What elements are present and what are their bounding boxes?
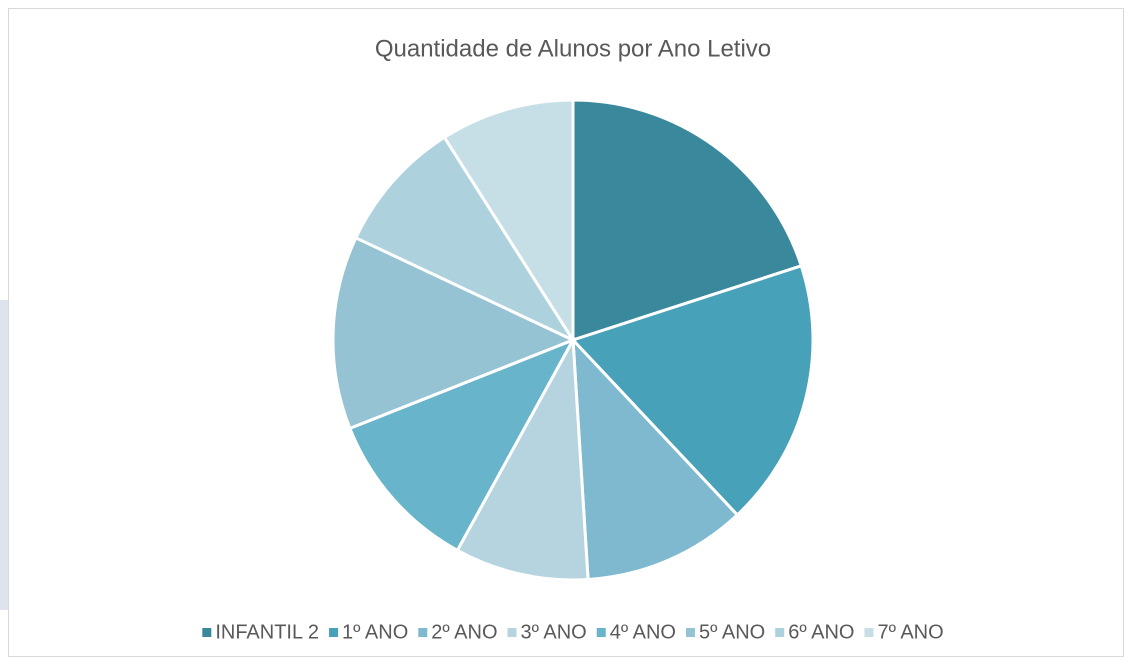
legend-label: INFANTIL 2 [215,621,319,643]
legend-label: 2º ANO [431,621,497,643]
legend-swatch [202,628,212,637]
legend-swatch [507,628,517,637]
chart-title: Quantidade de Alunos por Ano Letivo [375,35,771,62]
legend-label: 5º ANO [699,621,765,643]
pie-slice [331,235,577,431]
pie-slice [570,263,815,518]
pie-slice [347,337,577,553]
legend-swatch [775,628,785,637]
legend-label: 3º ANO [521,621,587,643]
legend-label: 1º ANO [342,621,408,643]
pie-slice [353,135,578,344]
pie-slice [571,335,740,582]
legend-swatch [685,628,695,637]
pie-slice [442,98,575,346]
legend-swatch [864,628,874,637]
legend-label: 4º ANO [610,621,676,643]
pie-slice [455,334,590,582]
legend-swatch [418,628,428,637]
legend-label: 7º ANO [877,621,943,643]
legend-swatch [329,628,339,637]
legend-swatch [596,628,606,637]
pie-slice [571,98,804,343]
legend-label: 6º ANO [788,621,854,643]
